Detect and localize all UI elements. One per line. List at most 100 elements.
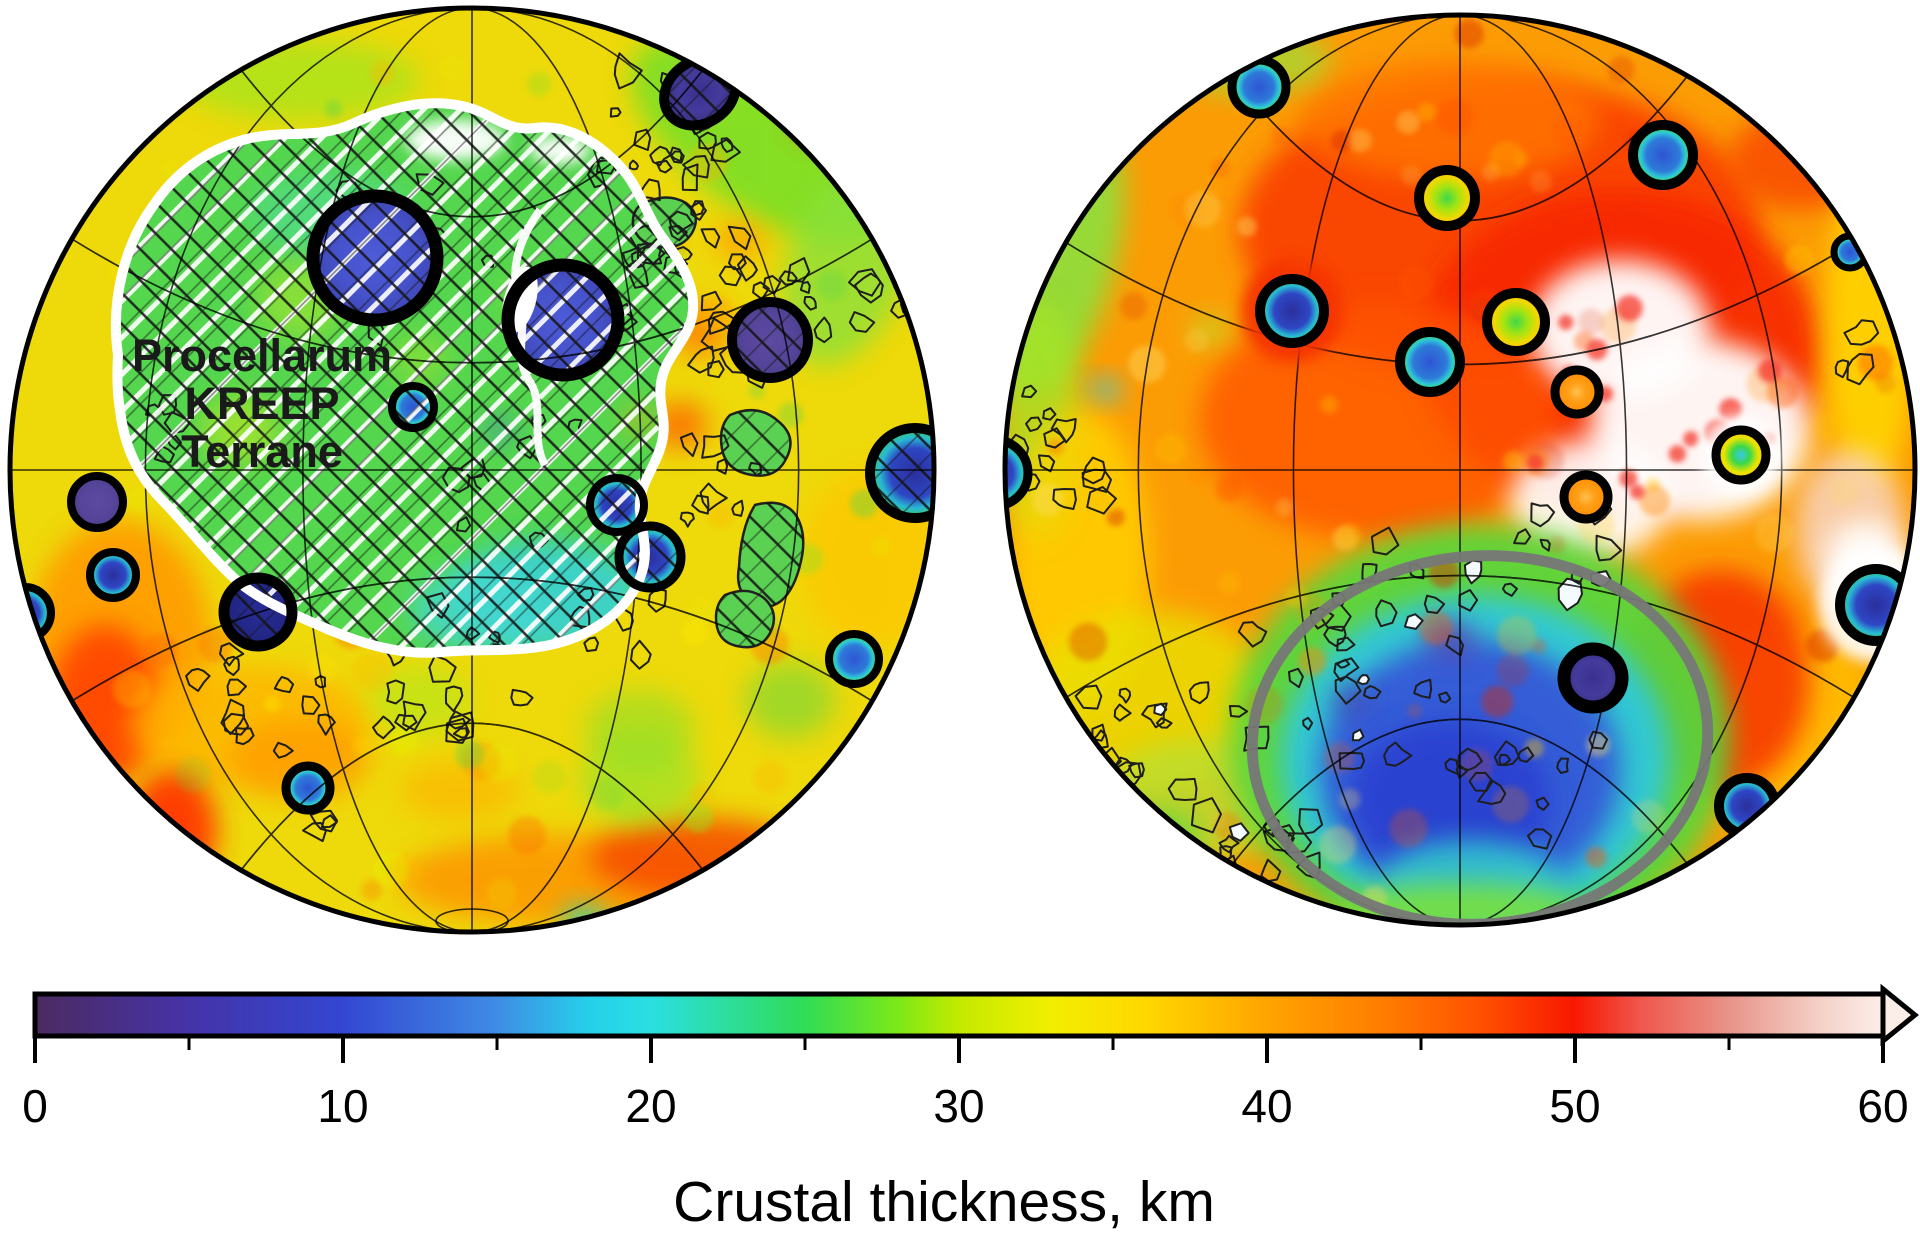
- contour-squiggle: [510, 688, 534, 707]
- contour-squiggle: [1530, 502, 1556, 528]
- contour-squiggle: [1302, 716, 1314, 731]
- contour-squiggle: [1423, 594, 1446, 614]
- crater-fill: [286, 766, 330, 810]
- mottle-speck: [816, 269, 848, 301]
- contour-squiggle: [728, 253, 747, 271]
- mottle-speck: [1320, 395, 1338, 414]
- mottle-speck: [1237, 216, 1257, 237]
- contour-squiggle: [720, 137, 734, 153]
- mottle-speck: [1407, 703, 1423, 719]
- mottle-speck: [1857, 344, 1894, 380]
- contour-squiggle: [386, 679, 406, 705]
- highlands-speckle: [1616, 294, 1643, 322]
- contour-squiggle: [1076, 788, 1091, 798]
- contour-squiggle: [682, 155, 710, 179]
- mottle-speck: [1638, 484, 1670, 517]
- contour-squiggle: [1052, 488, 1077, 510]
- contour-squiggle: [799, 281, 811, 294]
- colorbar-tick-label: 50: [1549, 1080, 1600, 1132]
- contour-squiggle: [272, 741, 294, 759]
- crater: [1559, 470, 1613, 524]
- contour-squiggle: [727, 225, 752, 251]
- mottle-speck: [263, 695, 281, 713]
- colorbar-tick-label: 20: [625, 1080, 676, 1132]
- mottle-speck: [309, 654, 337, 682]
- mottle-speck: [1215, 475, 1243, 503]
- contour-squiggle: [1323, 625, 1347, 647]
- mottle-speck: [1813, 412, 1843, 442]
- contour-squiggle: [1843, 319, 1880, 346]
- crater-ring: [218, 572, 298, 652]
- contour-squiggle: [1228, 705, 1249, 718]
- mottle-speck: [454, 739, 484, 769]
- contour-squiggle: [700, 290, 723, 312]
- map-blob: [715, 220, 765, 260]
- contour-squiggle: [1477, 778, 1507, 805]
- contour-squiggle: [1091, 723, 1106, 742]
- contour-squiggle: [1403, 613, 1424, 630]
- mottle-speck: [1829, 477, 1859, 507]
- colorbar: 0 10 20 30 40 50 60 Crustal thickness, k…: [22, 983, 1919, 1234]
- contour-squiggle: [1188, 681, 1210, 705]
- contour-squiggle: [707, 310, 738, 335]
- contour-squiggle: [912, 274, 928, 291]
- contour-squiggle: [1218, 889, 1240, 906]
- mottle-speck: [1155, 433, 1187, 466]
- contour-squiggle: [1535, 796, 1550, 811]
- mottle-speck: [1784, 244, 1815, 275]
- mottle-speck: [681, 619, 708, 646]
- highlands-speckle: [1758, 359, 1782, 383]
- contour-squiggle: [655, 159, 673, 174]
- contour-squiggle: [314, 675, 327, 689]
- contour-squiggle: [1383, 741, 1413, 767]
- mottle-speck: [1348, 128, 1372, 153]
- contour-squiggle: [691, 494, 710, 515]
- contour-squiggle: [1513, 528, 1532, 545]
- contour-squiggle: [1455, 764, 1468, 779]
- contour-squiggle: [1080, 767, 1108, 796]
- map-blob: [1730, 110, 1870, 210]
- crater: [1628, 120, 1698, 190]
- highlands-speckle: [1558, 314, 1574, 331]
- contour-squiggle: [701, 434, 730, 459]
- mottle-speck: [1496, 654, 1529, 687]
- contour-squiggle: [1095, 807, 1115, 826]
- crater-ring: [306, 189, 444, 327]
- colorbar-tick-label: 0: [22, 1080, 48, 1132]
- mottle-speck: [1210, 158, 1231, 179]
- mottle-speck: [1607, 56, 1635, 84]
- colorbar-tick-label: 10: [317, 1080, 368, 1132]
- contour-squiggle: [628, 159, 639, 171]
- contour-squiggle: [1457, 747, 1483, 771]
- mottle-speck: [352, 735, 373, 756]
- contour-squiggle: [1298, 808, 1324, 835]
- contour-squiggle: [1141, 702, 1168, 729]
- pole-circle: [435, 908, 509, 932]
- crater: [1255, 274, 1329, 348]
- contour-squiggle: [1438, 691, 1452, 704]
- crater-ring: [727, 297, 813, 383]
- mottle-speck: [1436, 99, 1474, 137]
- globe-limb: [1002, 12, 1918, 928]
- crater-ring: [586, 474, 648, 536]
- contour-squiggle: [1237, 621, 1268, 648]
- mottle-speck: [1529, 170, 1552, 193]
- pkt-label-line-2: KREEP: [184, 378, 339, 429]
- contour-squiggle: [848, 268, 882, 297]
- contour-squiggle: [853, 272, 884, 304]
- crater-ring: [388, 382, 438, 432]
- mottle-speck: [1120, 292, 1148, 320]
- pkt-label-line-1: Procellarum: [132, 330, 392, 381]
- contour-squiggle: [813, 316, 833, 344]
- contour-squiggle: [1336, 636, 1356, 652]
- contour-squiggle: [1228, 822, 1250, 842]
- contour-squiggle: [234, 727, 255, 746]
- mottle-speck: [697, 295, 736, 334]
- nearside-globe: [7, 5, 937, 935]
- contour-squiggle: [700, 228, 721, 249]
- mottle-speck: [480, 744, 519, 782]
- contour-squiggle: [681, 163, 699, 192]
- mottle-speck: [1399, 265, 1434, 301]
- crater: [1711, 425, 1771, 485]
